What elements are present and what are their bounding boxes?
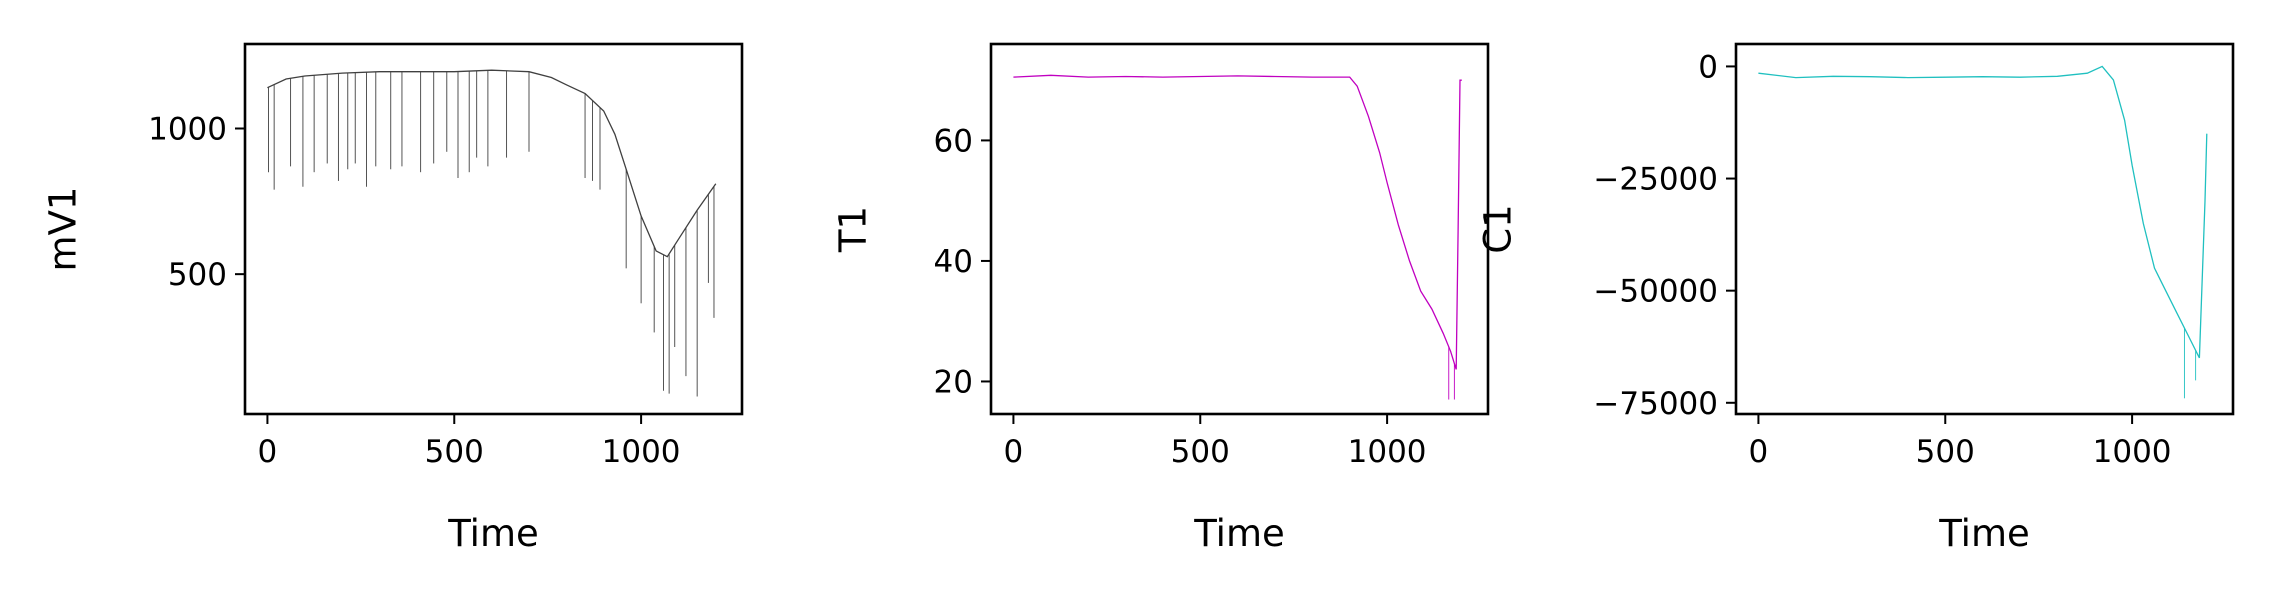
x-axis-label: Time (1193, 512, 1285, 555)
y-axis-label: C1 (1477, 204, 1520, 253)
axes-frame (243, 42, 744, 416)
axes-frame (989, 42, 1490, 416)
y-axis-label: mV1 (42, 187, 85, 272)
x-tick-label: 500 (425, 434, 484, 470)
x-tick-label: 1000 (1348, 434, 1427, 470)
mv1-chart: 0 500 1000 500 1000 Time mV1 (42, 42, 744, 555)
x-tick-label: 0 (258, 434, 278, 470)
y-axis-label: T1 (832, 206, 875, 253)
series-line (1013, 74, 1462, 370)
y-tick-label: 60 (934, 123, 973, 159)
y-tick-label: 1000 (148, 111, 227, 147)
series-line (1758, 65, 2208, 359)
x-axis-label: Time (1938, 512, 2030, 555)
t1-chart: 0 500 1000 20 40 60 Time T1 (832, 42, 1490, 555)
x-tick-label: 1000 (602, 434, 681, 470)
x-tick-label: 0 (1004, 434, 1024, 470)
y-tick-label: −25000 (1593, 162, 1718, 198)
x-axis-label: Time (447, 512, 539, 555)
y-tick-label: 40 (934, 244, 973, 280)
y-tick-label: 500 (168, 257, 227, 293)
y-tick-label: −75000 (1593, 386, 1718, 422)
y-tick-label: 0 (1698, 49, 1718, 85)
axes-frame (1734, 42, 2235, 416)
x-tick-label: 500 (1916, 434, 1975, 470)
y-tick-label: −50000 (1593, 274, 1718, 310)
y-tick-label: 20 (934, 364, 973, 400)
x-tick-label: 0 (1749, 434, 1769, 470)
c1-chart: 0 500 1000 −75000 −50000 −25000 0 Time C1 (1477, 42, 2235, 555)
x-tick-label: 1000 (2093, 434, 2172, 470)
x-tick-label: 500 (1171, 434, 1230, 470)
